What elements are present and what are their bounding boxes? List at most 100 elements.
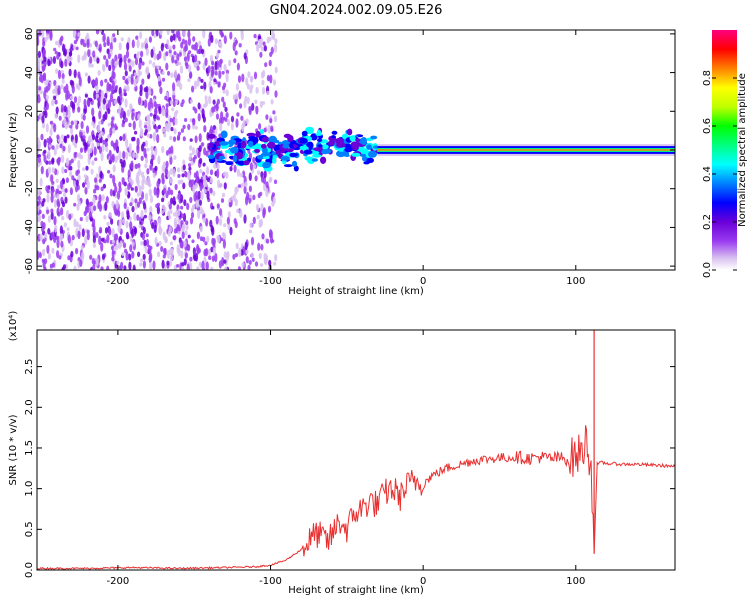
heatmap-noise-cell — [177, 208, 181, 217]
heatmap-noise-cell — [176, 53, 180, 62]
heatmap-transition-cell — [316, 129, 322, 135]
heatmap-noise-cell — [183, 199, 187, 207]
heatmap-noise-cell — [262, 209, 266, 219]
heatmap-transition-cell — [261, 136, 270, 143]
heatmap-noise-cell — [77, 54, 81, 64]
heatmap-noise-cell — [147, 117, 151, 127]
heatmap-noise-cell — [264, 62, 268, 68]
y-tick-label: 0.5 — [24, 521, 35, 537]
heatmap-noise-cell — [187, 234, 191, 239]
heatmap-noise-cell — [103, 55, 107, 60]
y-tick-label: 40 — [24, 66, 35, 79]
heatmap-noise-cell — [161, 259, 165, 269]
heatmap-noise-cell — [129, 221, 133, 230]
heatmap-noise-cell — [136, 214, 140, 221]
heatmap-noise-cell — [263, 252, 267, 262]
heatmap-noise-cell — [137, 68, 141, 78]
heatmap-noise-cell — [272, 110, 276, 115]
heatmap-noise-cell — [64, 188, 68, 193]
heatmap-noise-cell — [179, 83, 183, 91]
snr-panel: -200 -100 0 100 0.0 0.5 1.0 1.5 2.0 2.5 Height of… — [8, 311, 676, 596]
heatmap-noise-cell — [185, 220, 189, 225]
heatmap-noise-cell — [260, 176, 265, 183]
heatmap-noise-cell — [84, 187, 88, 195]
heatmap-noise-cell — [149, 112, 153, 117]
heatmap-noise-cell — [105, 196, 109, 204]
heatmap-noise-cell — [127, 58, 131, 63]
heatmap-noise-cell — [94, 177, 98, 183]
heatmap-noise-cell — [230, 115, 235, 123]
heatmap-noise-cell — [118, 181, 122, 188]
snr-ylabel: SNR (10 * v/v) — [8, 414, 19, 485]
heatmap-noise-cell — [216, 51, 220, 59]
heatmap-noise-cell — [39, 177, 43, 187]
heatmap-transition-cell — [368, 150, 377, 158]
heatmap-noise-cell — [124, 190, 128, 196]
heatmap-noise-cell — [131, 112, 135, 117]
heatmap-noise-cell — [168, 215, 172, 220]
heatmap-noise-cell — [82, 114, 86, 121]
heatmap-transition-cell — [360, 137, 367, 145]
heatmap-noise-cell — [266, 238, 270, 244]
heatmap-noise-cell — [131, 205, 135, 213]
heatmap-noise-cell — [190, 211, 195, 219]
heatmap-noise-cell — [99, 170, 103, 179]
heatmap-noise-cell — [196, 49, 200, 54]
heatmap-transition-cell — [331, 130, 338, 135]
heatmap-noise-cell — [144, 192, 149, 202]
heatmap-noise-cell — [243, 214, 247, 224]
heatmap-noise-cell — [223, 63, 227, 72]
heatmap-noise-cell — [222, 85, 226, 91]
heatmap-noise-cell — [204, 57, 208, 66]
heatmap-noise-cell — [194, 182, 198, 189]
heatmap-noise-cell — [128, 176, 132, 183]
heatmap-noise-cell — [141, 233, 146, 241]
heatmap-noise-cell — [120, 261, 124, 270]
heatmap-noise-cell — [143, 239, 147, 246]
heatmap-noise-cell — [194, 54, 198, 63]
heatmap-noise-cell — [181, 266, 185, 270]
heatmap-noise-cell — [152, 62, 156, 68]
heatmap-noise-cell — [109, 156, 113, 161]
heatmap-noise-cell — [181, 99, 185, 105]
heatmap-noise-cell — [144, 179, 148, 185]
heatmap-noise-cell — [219, 122, 223, 132]
heatmap-noise-cell — [56, 53, 60, 60]
heatmap-noise-cell — [37, 50, 42, 59]
heatmap-noise-cell — [37, 189, 41, 197]
heatmap-noise-cell — [169, 52, 173, 58]
heatmap-noise-cell — [181, 231, 185, 239]
heatmap-noise-cell — [123, 85, 127, 90]
heatmap-noise-cell — [148, 36, 152, 43]
heatmap-noise-cell — [225, 72, 229, 83]
heatmap-noise-cell — [75, 179, 79, 186]
heatmap-noise-cell — [40, 74, 44, 84]
heatmap-noise-cell — [188, 166, 192, 171]
colorbar-tick-label: 0.6 — [702, 118, 713, 134]
heatmap-noise-cell — [145, 238, 150, 248]
heatmap-noise-cell — [253, 71, 258, 80]
heatmap-noise-cell — [215, 103, 219, 112]
heatmap-noise-cell — [98, 110, 102, 120]
heatmap-noise-cell — [209, 86, 213, 94]
heatmap-noise-cell — [122, 218, 126, 224]
heatmap-noise-cell — [119, 57, 123, 64]
heatmap-noise-cell — [63, 191, 67, 198]
heatmap-noise-cell — [66, 134, 70, 139]
heatmap-noise-cell — [169, 168, 173, 175]
heatmap-noise-cell — [216, 162, 220, 171]
heatmap-noise-cell — [92, 115, 96, 121]
heatmap-noise-cell — [124, 117, 128, 123]
heatmap-noise-cell — [227, 223, 231, 230]
heatmap-noise-cell — [169, 177, 173, 184]
heatmap-noise-cell — [85, 165, 89, 171]
heatmap-transition-cell — [218, 155, 226, 160]
heatmap-noise-cell — [83, 42, 87, 48]
heatmap-noise-cell — [126, 42, 130, 51]
heatmap-noise-cell — [95, 30, 100, 35]
heatmap-noise-cell — [40, 133, 44, 141]
heatmap-noise-cell — [209, 54, 213, 63]
heatmap-noise-cell — [182, 164, 186, 171]
heatmap-noise-cell — [97, 69, 101, 76]
